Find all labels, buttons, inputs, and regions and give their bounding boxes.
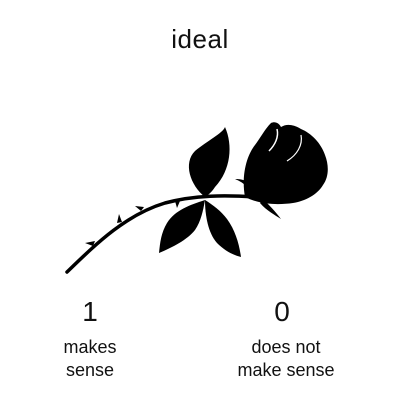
label-line: does not: [251, 337, 321, 357]
rose-sepal: [260, 199, 281, 219]
rose-leaf: [205, 200, 241, 257]
label-makes-sense: makes sense: [0, 336, 180, 382]
rose-thorn: [117, 214, 122, 223]
label-does-not-make-sense: does not make sense: [196, 336, 376, 382]
rose-thorn: [135, 206, 144, 211]
rose-bloom: [243, 122, 328, 205]
rose-thorn: [85, 241, 95, 246]
score-option-1: 1: [82, 296, 98, 327]
rose-silhouette-icon: [65, 122, 328, 274]
score-option-0: 0: [274, 296, 290, 327]
label-line: make sense: [237, 360, 335, 380]
rose-thorn: [175, 201, 180, 208]
label-line: sense: [65, 360, 115, 380]
rose-leaf: [159, 200, 205, 253]
rose-stem: [65, 194, 257, 274]
page-title: ideal: [171, 24, 229, 54]
label-line: makes: [63, 337, 117, 357]
rose-leaf: [188, 127, 230, 197]
